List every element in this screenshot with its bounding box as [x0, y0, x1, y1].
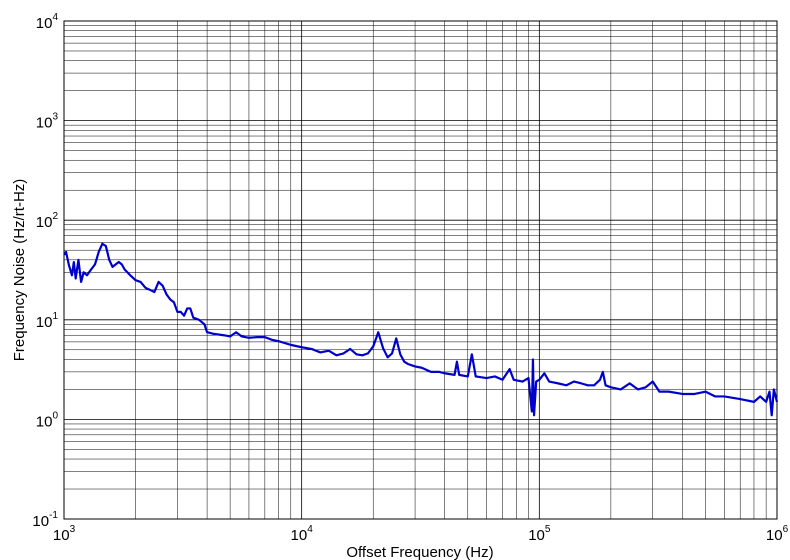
x-tick-labels: 103 104 105 106	[53, 524, 789, 544]
x-tick-label: 105	[528, 524, 551, 544]
data-series	[63, 242, 779, 417]
y-tick-labels: 10-1 100 101 102 103 104	[32, 12, 58, 530]
x-tick-label: 106	[766, 524, 789, 544]
y-tick-label: 103	[36, 112, 59, 132]
y-tick-label: 101	[36, 311, 59, 331]
y-tick-label: 100	[36, 410, 59, 430]
series-line	[63, 242, 779, 417]
x-axis-label: Offset Frequency (Hz)	[346, 544, 493, 560]
plot-frame	[63, 20, 778, 520]
y-axis-label: Frequency Noise (Hz/rt-Hz)	[11, 179, 28, 362]
y-tick-label: 102	[36, 211, 59, 231]
x-tick-label: 103	[53, 524, 76, 544]
grid-lines	[63, 21, 777, 520]
y-tick-label: 10-1	[32, 510, 58, 530]
x-tick-label: 104	[291, 524, 314, 544]
y-tick-label: 104	[36, 12, 59, 32]
